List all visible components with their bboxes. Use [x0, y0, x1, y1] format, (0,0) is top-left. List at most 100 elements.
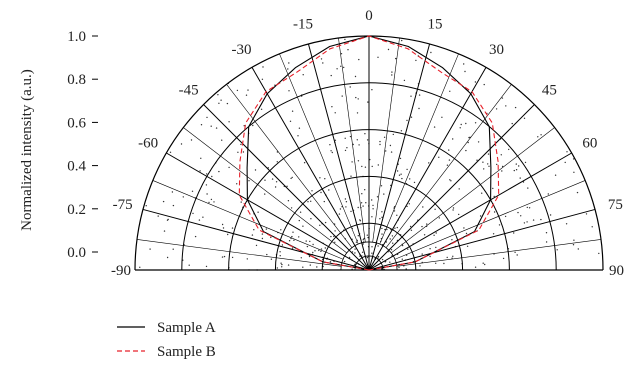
background-dot — [312, 243, 314, 246]
background-dot — [289, 120, 292, 123]
background-dot — [208, 201, 210, 204]
radial-tick-label: 0.0 — [67, 245, 86, 261]
background-dot — [520, 215, 522, 217]
background-dot — [364, 133, 366, 135]
background-dot — [344, 137, 346, 139]
background-dot — [441, 116, 443, 119]
background-dot — [591, 226, 593, 228]
angle-tick-label: 30 — [489, 42, 504, 58]
background-dot — [545, 241, 548, 243]
angle-tick-label: -15 — [293, 17, 313, 33]
background-dot — [334, 139, 337, 141]
background-dot — [172, 248, 174, 250]
background-dot — [400, 130, 403, 132]
background-dot — [281, 263, 283, 266]
background-dot — [362, 205, 364, 207]
background-dot — [240, 143, 242, 146]
background-dot — [549, 214, 552, 216]
background-dot — [336, 68, 338, 70]
background-dot — [243, 125, 245, 127]
background-dot — [487, 153, 490, 155]
grid-spoke — [307, 43, 370, 271]
background-dot — [577, 248, 579, 250]
background-dot — [310, 200, 312, 202]
background-dot — [463, 63, 465, 65]
background-dot — [403, 79, 406, 82]
background-dot — [383, 136, 386, 138]
background-dot — [299, 211, 302, 213]
background-dot — [192, 212, 194, 215]
background-dot — [390, 249, 393, 251]
background-dot — [329, 261, 332, 263]
background-dot — [222, 227, 225, 229]
background-dot — [316, 266, 318, 268]
background-dot — [319, 224, 321, 226]
background-dot — [351, 251, 354, 253]
background-dot — [496, 163, 498, 166]
background-dot — [407, 248, 409, 250]
grid-spoke — [166, 152, 370, 271]
background-dot — [355, 96, 357, 99]
background-dot — [418, 107, 420, 110]
background-dot — [215, 127, 218, 129]
background-dot — [500, 154, 502, 156]
background-dot — [452, 207, 455, 209]
background-dot — [389, 238, 391, 240]
background-dot — [585, 213, 588, 215]
background-dot — [358, 58, 360, 61]
background-dot — [310, 218, 312, 220]
background-dot — [298, 236, 300, 238]
angle-tick-label: -90 — [111, 263, 131, 279]
background-dot — [395, 57, 397, 60]
background-dot — [319, 177, 321, 179]
background-dot — [290, 207, 293, 209]
background-dot — [221, 223, 224, 226]
background-dot — [202, 216, 204, 218]
background-dot — [386, 228, 388, 231]
background-dot — [330, 150, 332, 152]
background-dot — [501, 170, 503, 172]
background-dot — [483, 168, 485, 170]
background-dot — [572, 158, 575, 160]
series-layer — [238, 35, 500, 271]
background-dot — [389, 261, 391, 263]
y-axis-title: Normalized intensity (a.u.) — [19, 69, 35, 231]
grid-spoke — [372, 37, 400, 243]
grid-spoke — [368, 43, 431, 271]
background-dot — [377, 164, 379, 166]
background-dot — [401, 258, 403, 260]
background-dot — [362, 243, 364, 245]
background-dot — [218, 170, 220, 173]
background-dot — [358, 144, 360, 146]
background-dot — [385, 150, 387, 152]
background-dot — [323, 200, 325, 203]
background-dot — [343, 66, 345, 69]
background-dot — [271, 178, 274, 180]
background-dot — [171, 191, 174, 193]
background-dot — [300, 257, 302, 259]
background-dot — [460, 123, 462, 126]
background-dot — [566, 151, 568, 153]
background-dot — [307, 201, 309, 203]
background-dot — [400, 173, 402, 175]
radial-tick-label: 0.4 — [67, 159, 86, 175]
background-dot — [537, 136, 539, 138]
background-dot — [221, 256, 224, 258]
background-dot — [452, 138, 454, 140]
background-dot — [465, 149, 467, 152]
background-dot — [387, 48, 390, 51]
background-dot — [465, 122, 467, 125]
background-dot — [251, 234, 254, 236]
background-dot — [449, 90, 451, 93]
background-dot — [476, 159, 478, 161]
background-dot — [377, 257, 379, 259]
background-dot — [290, 177, 292, 180]
background-dot — [410, 116, 413, 118]
background-dot — [413, 181, 416, 184]
background-dot — [438, 217, 440, 219]
legend: Sample A Sample B — [117, 320, 216, 360]
background-dot — [330, 235, 332, 238]
background-dot — [443, 262, 445, 265]
background-dot — [389, 144, 392, 147]
background-dot — [220, 99, 222, 101]
